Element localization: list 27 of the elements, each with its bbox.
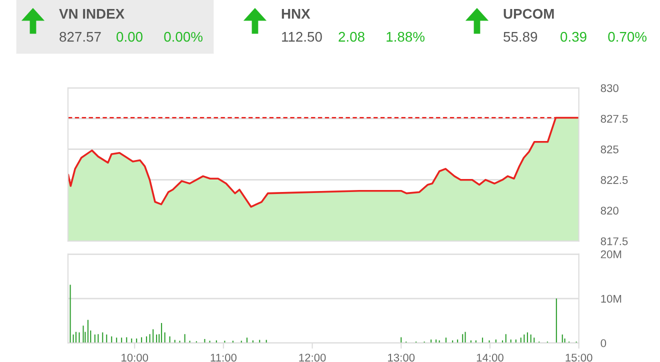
y-tick-label: 0: [600, 339, 606, 348]
text: UPCOM: [504, 8, 554, 19]
text: 0.00%: [164, 32, 203, 42]
x-tick-label: 14:00: [476, 354, 504, 362]
text: 0.70%: [608, 32, 647, 42]
text: 112.50: [282, 32, 322, 42]
x-tick-label: 12:00: [299, 354, 326, 362]
text: HNX: [282, 9, 310, 19]
y-tick-label: 825: [600, 145, 618, 154]
text: 1.88%: [386, 32, 425, 42]
y-tick-label: 827.5: [600, 114, 628, 123]
y-tick-label: 822.5: [600, 176, 628, 184]
text: VN INDEX: [59, 9, 124, 19]
x-tick-label: 15:00: [566, 354, 592, 362]
y-tick-label: 20M: [600, 250, 622, 258]
text: 55.89: [504, 32, 538, 42]
text: 0.39: [560, 32, 586, 42]
text: 827.57: [60, 32, 101, 42]
x-tick-label: 10:00: [122, 354, 148, 362]
y-tick-label: 817.5: [600, 237, 628, 246]
x-tick-label: 13:00: [388, 354, 415, 362]
text: 2.08: [338, 32, 364, 42]
y-tick-label: 10M: [601, 294, 622, 303]
x-tick-label: 11:00: [210, 354, 237, 362]
y-tick-label: 830: [600, 84, 618, 92]
text: 0.00: [116, 32, 142, 42]
y-tick-label: 820: [600, 206, 618, 215]
